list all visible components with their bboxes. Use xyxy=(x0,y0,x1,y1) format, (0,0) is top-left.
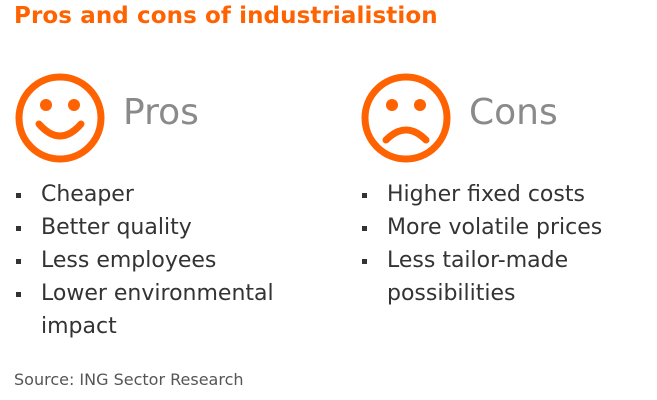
list-item: Cheaper xyxy=(14,178,301,211)
bullet-icon xyxy=(16,259,21,264)
smiley-face-icon xyxy=(15,73,105,163)
pros-header: Pros xyxy=(14,72,344,172)
page-title: Pros and cons of industrialistion xyxy=(14,3,438,29)
pros-heading: Pros xyxy=(123,92,199,133)
pros-column: Pros Cheaper Better quality Less employe… xyxy=(14,72,344,339)
list-item: More volatile prices xyxy=(360,211,617,244)
bullet-icon xyxy=(362,259,367,264)
pros-list: Cheaper Better quality Less employees Lo… xyxy=(14,178,301,343)
bullet-icon xyxy=(362,226,367,231)
bullet-icon xyxy=(16,226,21,231)
cons-header: Cons xyxy=(360,72,650,172)
list-item: Less employees xyxy=(14,244,301,277)
cons-heading: Cons xyxy=(469,92,558,133)
list-item: Less tailor-made possibilities xyxy=(360,244,617,310)
list-item: Higher fixed costs xyxy=(360,178,617,211)
sad-face-icon xyxy=(361,73,451,163)
cons-list: Higher fixed costs More volatile prices … xyxy=(360,178,617,310)
bullet-icon xyxy=(16,292,21,297)
bullet-icon xyxy=(16,193,21,198)
source-note: Source: ING Sector Research xyxy=(14,370,244,389)
list-item: Lower environmental impact xyxy=(14,277,301,343)
bullet-icon xyxy=(362,193,367,198)
cons-column: Cons Higher fixed costs More volatile pr… xyxy=(360,72,650,306)
list-item: Better quality xyxy=(14,211,301,244)
